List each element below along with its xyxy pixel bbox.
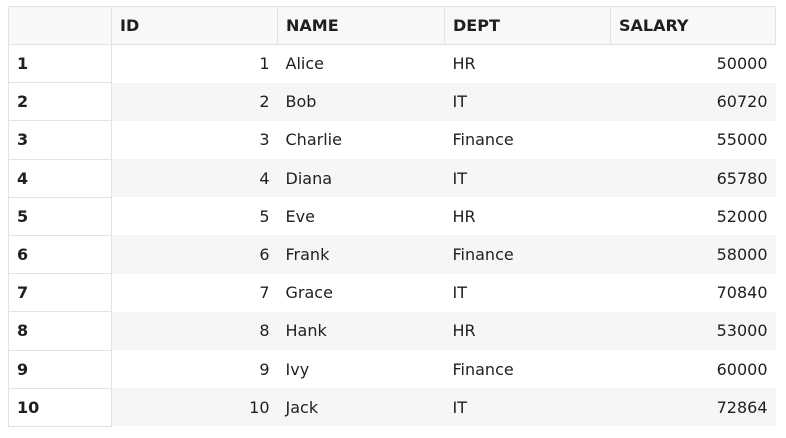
cell-dept[interactable]: Finance — [444, 235, 611, 274]
cell-salary[interactable]: 70840 — [610, 273, 776, 312]
header-dept[interactable]: DEPT — [444, 6, 611, 45]
cell-name[interactable]: Jack — [277, 388, 445, 427]
cell-dept[interactable]: IT — [444, 82, 611, 121]
table-row[interactable]: 2 2 Bob IT 60720 — [8, 82, 776, 122]
row-number[interactable]: 8 — [8, 311, 112, 351]
cell-salary[interactable]: 60720 — [610, 82, 776, 121]
cell-dept[interactable]: Finance — [444, 120, 611, 160]
row-number[interactable]: 2 — [8, 82, 112, 122]
cell-dept[interactable]: IT — [444, 159, 611, 198]
cell-id[interactable]: 4 — [111, 159, 278, 198]
cell-name[interactable]: Charlie — [277, 120, 445, 160]
header-id[interactable]: ID — [111, 6, 278, 45]
table-row[interactable]: 4 4 Diana IT 65780 — [8, 159, 776, 198]
cell-salary[interactable]: 65780 — [610, 159, 776, 198]
cell-salary[interactable]: 50000 — [610, 44, 776, 83]
cell-salary[interactable]: 53000 — [610, 311, 776, 350]
cell-id[interactable]: 5 — [111, 197, 278, 236]
row-number[interactable]: 6 — [8, 235, 112, 275]
cell-salary[interactable]: 55000 — [610, 120, 776, 160]
cell-id[interactable]: 10 — [111, 388, 278, 427]
cell-name[interactable]: Diana — [277, 159, 445, 198]
header-corner[interactable] — [8, 6, 112, 45]
cell-id[interactable]: 1 — [111, 44, 278, 83]
results-grid: ID NAME DEPT SALARY 1 1 Alice HR 50000 2… — [8, 6, 776, 427]
cell-id[interactable]: 7 — [111, 273, 278, 312]
cell-id[interactable]: 2 — [111, 82, 278, 121]
cell-dept[interactable]: HR — [444, 197, 611, 236]
table-row[interactable]: 5 5 Eve HR 52000 — [8, 197, 776, 236]
grid-body: 1 1 Alice HR 50000 2 2 Bob IT 60720 3 3 … — [8, 44, 776, 427]
table-row[interactable]: 3 3 Charlie Finance 55000 — [8, 120, 776, 160]
row-number[interactable]: 3 — [8, 120, 112, 160]
table-row[interactable]: 9 9 Ivy Finance 60000 — [8, 350, 776, 389]
cell-salary[interactable]: 60000 — [610, 350, 776, 389]
cell-id[interactable]: 9 — [111, 350, 278, 389]
header-salary[interactable]: SALARY — [610, 6, 776, 45]
table-row[interactable]: 8 8 Hank HR 53000 — [8, 311, 776, 351]
cell-dept[interactable]: IT — [444, 273, 611, 312]
cell-name[interactable]: Frank — [277, 235, 445, 274]
cell-dept[interactable]: IT — [444, 388, 611, 427]
cell-id[interactable]: 8 — [111, 311, 278, 350]
row-number[interactable]: 7 — [8, 273, 112, 313]
row-number[interactable]: 4 — [8, 159, 112, 198]
row-number[interactable]: 10 — [8, 388, 112, 427]
cell-name[interactable]: Bob — [277, 82, 445, 121]
cell-dept[interactable]: HR — [444, 311, 611, 350]
cell-id[interactable]: 6 — [111, 235, 278, 274]
cell-name[interactable]: Eve — [277, 197, 445, 236]
cell-name[interactable]: Grace — [277, 273, 445, 312]
header-name[interactable]: NAME — [277, 6, 445, 45]
cell-id[interactable]: 3 — [111, 120, 278, 160]
cell-salary[interactable]: 52000 — [610, 197, 776, 236]
header-row: ID NAME DEPT SALARY — [8, 6, 776, 45]
table-row[interactable]: 7 7 Grace IT 70840 — [8, 273, 776, 313]
row-number[interactable]: 9 — [8, 350, 112, 389]
table-row[interactable]: 6 6 Frank Finance 58000 — [8, 235, 776, 275]
cell-dept[interactable]: Finance — [444, 350, 611, 389]
row-number[interactable]: 5 — [8, 197, 112, 236]
cell-salary[interactable]: 72864 — [610, 388, 776, 427]
cell-name[interactable]: Hank — [277, 311, 445, 350]
grid-header: ID NAME DEPT SALARY — [8, 6, 776, 45]
table-row[interactable]: 1 1 Alice HR 50000 — [8, 44, 776, 84]
cell-name[interactable]: Ivy — [277, 350, 445, 389]
row-number[interactable]: 1 — [8, 44, 112, 84]
table-row[interactable]: 10 10 Jack IT 72864 — [8, 388, 776, 427]
cell-name[interactable]: Alice — [277, 44, 445, 83]
cell-salary[interactable]: 58000 — [610, 235, 776, 274]
cell-dept[interactable]: HR — [444, 44, 611, 83]
